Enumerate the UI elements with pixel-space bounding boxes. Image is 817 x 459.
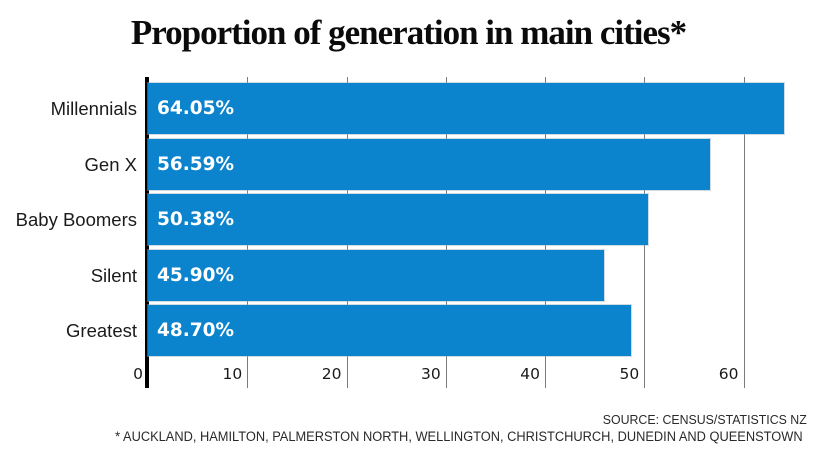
category-label: Millennials: [50, 98, 137, 119]
bar-value-label: 48.70%: [157, 320, 235, 341]
x-axis-tick-label: 40: [520, 365, 540, 383]
x-axis-tick-label: 50: [619, 365, 640, 383]
category-label: Silent: [90, 264, 137, 286]
x-axis-tick-label: 0: [133, 365, 143, 383]
bar-value-label: 45.90%: [157, 264, 235, 286]
x-axis-tick-label: 60: [718, 365, 739, 383]
bar-value-label: 50.38%: [157, 209, 235, 230]
bar-millennials: 64.05%: [148, 83, 784, 134]
bar-row: 45.90%: [148, 249, 813, 301]
gridline-x-60: [743, 77, 745, 388]
chart-title: Proportion of generation in main cities*: [130, 13, 687, 52]
bar-value-label: 64.05%: [157, 98, 235, 119]
category-label: Gen X: [84, 153, 137, 175]
bar-greatest: 48.70%: [148, 305, 632, 356]
bar-row: 64.05%: [148, 83, 813, 134]
x-axis-tick-label: 20: [321, 365, 342, 383]
bar-row: 48.70%: [148, 305, 813, 356]
bar-value-label: 56.59%: [157, 153, 235, 175]
bar-row: 56.59%: [148, 138, 813, 190]
footnote: * AUCKLAND, HAMILTON, PALMERSTON NORTH, …: [115, 429, 803, 444]
bar-group: 64.05% 56.59% 50.38% 45.90% 48.7: [148, 83, 813, 361]
bar-silent: 45.90%: [148, 249, 604, 301]
bar-baby-boomers: 50.38%: [148, 194, 649, 245]
y-axis-line: [145, 77, 149, 388]
plot-area: 64.05% 56.59% 50.38% 45.90% 48.7: [133, 77, 813, 388]
source-credit: SOURCE: CENSUS/STATISTICS NZ: [602, 412, 807, 427]
bar-row: 50.38%: [148, 194, 813, 245]
category-label: Baby Boomers: [15, 209, 137, 230]
x-axis-tick-label: 30: [421, 365, 441, 383]
bar-gen-x: 56.59%: [148, 138, 710, 190]
category-label: Greatest: [66, 320, 137, 341]
y-axis-category-labels: Millennials Gen X Baby Boomers Silent Gr…: [0, 83, 137, 361]
x-axis-tick-label: 10: [222, 365, 243, 383]
